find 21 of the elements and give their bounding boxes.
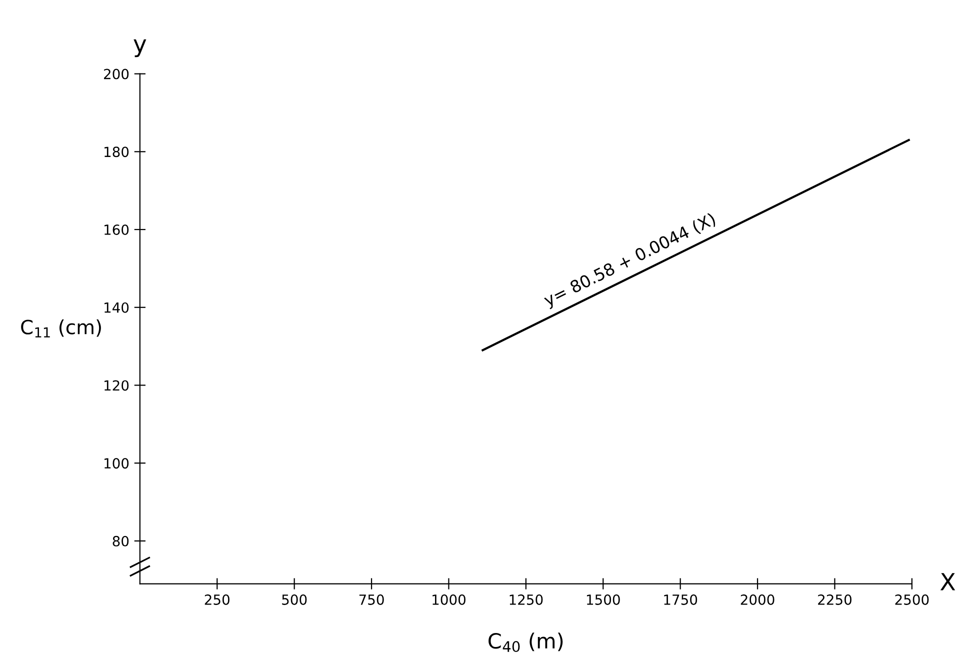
text: y: [134, 39, 146, 58]
x-tick-label: 250: [204, 594, 230, 605]
y-tick-label: 120: [104, 380, 129, 391]
x-tick-label: 2000: [740, 594, 774, 605]
x-tick-label: 1000: [432, 594, 466, 605]
y-axis-title: C$_{11}$ (cm): [21, 319, 101, 338]
x-tick-label: 2250: [818, 594, 852, 605]
y-tick-label: 160: [104, 224, 129, 235]
y-tick-label: 200: [104, 68, 129, 80]
x-tick-label: 1500: [586, 594, 620, 605]
text: X: [940, 573, 956, 590]
x-tick-label: 1250: [510, 594, 543, 605]
y-tick-label: 100: [104, 458, 129, 469]
y-tick-label: 140: [104, 302, 129, 313]
x-tick-label: 1750: [664, 594, 698, 605]
x-tick-label: 750: [359, 594, 384, 605]
x-tick-label: 500: [282, 594, 307, 605]
y-tick-label: 80: [112, 536, 129, 546]
y-tick-label: 180: [104, 146, 129, 158]
x-axis-title: C$_{40}$ (m): [488, 632, 563, 652]
x-tick-label: 2500: [895, 594, 929, 605]
